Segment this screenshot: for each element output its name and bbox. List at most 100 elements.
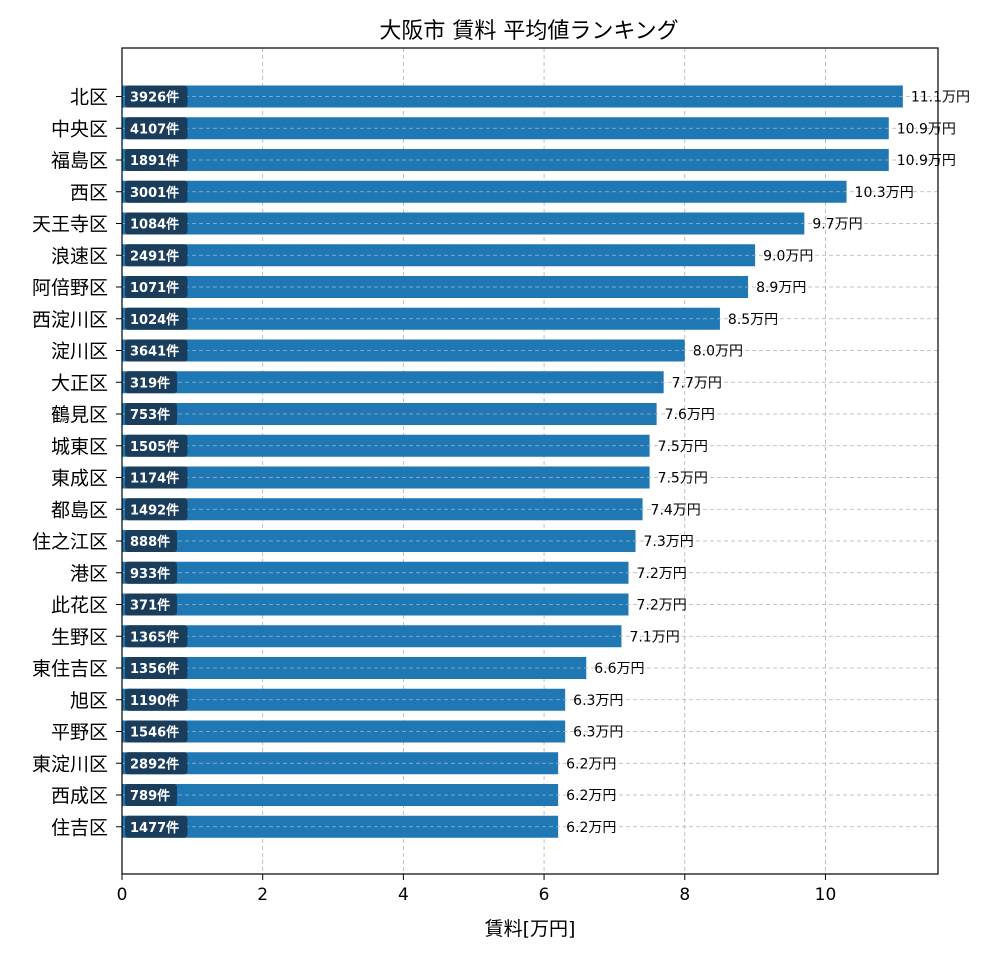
category-label: 鶴見区 bbox=[51, 404, 108, 426]
bar bbox=[122, 625, 622, 648]
value-label: 6.2万円 bbox=[566, 756, 616, 772]
count-badge bbox=[125, 815, 188, 838]
category-label: 港区 bbox=[70, 563, 108, 585]
count-badge bbox=[125, 688, 188, 711]
bar bbox=[122, 720, 566, 743]
value-label: 11.1万円 bbox=[911, 90, 970, 106]
category-label: 此花区 bbox=[51, 595, 108, 617]
category-label: 西区 bbox=[70, 182, 108, 204]
category-label: 浪速区 bbox=[51, 245, 108, 267]
count-badge bbox=[125, 784, 177, 806]
count-label: 1891件 bbox=[130, 153, 179, 169]
count-badge bbox=[125, 149, 188, 171]
count-badge bbox=[125, 657, 188, 679]
count-label: 371件 bbox=[130, 598, 170, 614]
value-label: 9.0万円 bbox=[763, 248, 813, 264]
category-label: 淀川区 bbox=[51, 341, 108, 363]
count-label: 1024件 bbox=[130, 312, 179, 328]
count-label: 3641件 bbox=[130, 344, 179, 360]
value-label: 7.2万円 bbox=[636, 598, 686, 614]
category-label: 大正区 bbox=[51, 372, 108, 394]
category-label: 住吉区 bbox=[51, 817, 108, 839]
count-label: 1190件 bbox=[130, 693, 179, 709]
count-label: 1174件 bbox=[130, 471, 179, 487]
value-label: 8.5万円 bbox=[728, 312, 778, 328]
count-label: 789件 bbox=[130, 788, 170, 804]
count-label: 1084件 bbox=[130, 217, 179, 233]
count-label: 319件 bbox=[130, 375, 170, 391]
category-label: 東淀川区 bbox=[32, 753, 108, 775]
value-label: 7.7万円 bbox=[672, 375, 722, 391]
bar bbox=[122, 530, 636, 552]
x-tick-label: 4 bbox=[398, 885, 409, 905]
count-badge bbox=[125, 720, 188, 743]
category-label: 北区 bbox=[70, 87, 108, 109]
count-label: 1365件 bbox=[130, 629, 179, 645]
count-label: 1492件 bbox=[130, 502, 179, 518]
count-label: 3926件 bbox=[130, 90, 179, 106]
value-label: 6.2万円 bbox=[566, 788, 616, 804]
x-tick-label: 2 bbox=[257, 885, 268, 905]
bar bbox=[122, 466, 650, 489]
value-label: 7.4万円 bbox=[651, 502, 701, 518]
category-label: 旭区 bbox=[70, 690, 108, 712]
category-label: 城東区 bbox=[51, 436, 108, 458]
count-label: 888件 bbox=[130, 534, 170, 550]
count-label: 753件 bbox=[130, 407, 170, 423]
count-label: 1505件 bbox=[130, 439, 179, 455]
count-label: 1477件 bbox=[130, 820, 179, 836]
count-badge bbox=[125, 244, 188, 267]
count-badge bbox=[125, 530, 177, 552]
value-label: 6.6万円 bbox=[594, 661, 644, 677]
x-axis: 0 2 4 6 8 10 bbox=[117, 874, 837, 905]
value-label: 7.5万円 bbox=[658, 439, 708, 455]
count-badge bbox=[125, 625, 188, 648]
count-badge bbox=[125, 466, 188, 489]
bar bbox=[122, 434, 650, 457]
value-label: 6.3万円 bbox=[573, 693, 623, 709]
value-label: 10.3万円 bbox=[855, 185, 914, 201]
value-label: 8.9万円 bbox=[756, 280, 806, 296]
x-tick-label: 6 bbox=[539, 885, 550, 905]
x-tick-label: 8 bbox=[679, 885, 690, 905]
y-gridlines bbox=[122, 96, 938, 828]
category-label: 都島区 bbox=[51, 499, 108, 521]
x-tick-label: 10 bbox=[815, 885, 837, 905]
x-tick-label: 0 bbox=[117, 885, 128, 905]
value-label: 9.7万円 bbox=[812, 217, 862, 233]
count-badge bbox=[125, 593, 177, 616]
category-label: 西成区 bbox=[51, 785, 108, 807]
category-label: 中央区 bbox=[51, 118, 108, 140]
count-badge bbox=[125, 752, 188, 775]
bar bbox=[122, 180, 847, 203]
count-badge bbox=[125, 403, 177, 425]
x-axis-label: 賃料[万円] bbox=[485, 918, 576, 940]
category-label: 阿倍野区 bbox=[32, 277, 108, 299]
count-badge bbox=[125, 498, 188, 521]
bar bbox=[122, 371, 664, 394]
chart-title: 大阪市 賃料 平均値ランキング bbox=[379, 19, 678, 44]
value-label: 10.9万円 bbox=[897, 121, 956, 137]
category-label: 生野区 bbox=[51, 626, 108, 648]
count-label: 2892件 bbox=[130, 756, 179, 772]
bar bbox=[122, 688, 566, 711]
value-label: 6.3万円 bbox=[573, 725, 623, 741]
count-label: 1071件 bbox=[130, 280, 179, 296]
count-badge bbox=[125, 307, 188, 330]
category-label: 東住吉区 bbox=[32, 658, 108, 680]
value-label: 7.3万円 bbox=[644, 534, 694, 550]
category-label: 西淀川区 bbox=[32, 309, 108, 331]
value-label: 8.0万円 bbox=[693, 344, 743, 360]
category-label: 東成区 bbox=[51, 468, 108, 490]
count-badge bbox=[125, 117, 188, 140]
value-label: 6.2万円 bbox=[566, 820, 616, 836]
bar bbox=[122, 85, 903, 108]
category-label: 住之江区 bbox=[32, 531, 108, 553]
count-badge bbox=[125, 180, 188, 203]
plot-frame bbox=[121, 47, 939, 875]
count-badge bbox=[125, 339, 188, 362]
value-label: 7.1万円 bbox=[629, 629, 679, 645]
count-badge bbox=[125, 276, 188, 298]
